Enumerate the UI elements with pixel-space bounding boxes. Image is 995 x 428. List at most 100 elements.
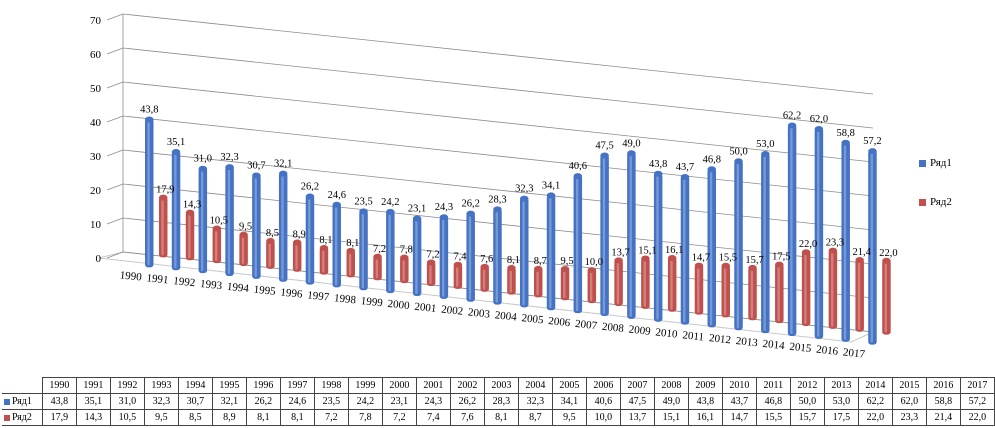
data-label: 17,9 — [156, 185, 174, 196]
side-gridline — [106, 47, 124, 55]
data-table-cell: 43,7 — [721, 393, 757, 410]
bar-Ряд2-1995 — [292, 239, 302, 272]
x-tick-label: 2009 — [628, 324, 652, 338]
data-table-cell: 32,1 — [211, 393, 247, 410]
data-label: 53,0 — [756, 139, 774, 150]
data-table-header-row: 1990 1991 1992 1993 1994 1995 1996 1997 1998 1999… — [2, 377, 995, 394]
data-label: 62,2 — [783, 111, 801, 122]
bar-Ряд2-1991 — [185, 209, 195, 261]
data-table-cell: 17,9 — [41, 409, 77, 426]
data-table-series-name: Ряд2 — [12, 412, 32, 423]
data-label: 7,2 — [427, 250, 440, 261]
data-table-cell: 24,3 — [415, 393, 451, 410]
bar-Ряд2-2000 — [426, 259, 436, 286]
y-tick-label: 20 — [90, 185, 102, 197]
data-label: 43,7 — [676, 162, 694, 173]
data-table-header-cell: 2012 — [789, 377, 825, 394]
data-table-header-cell: 2004 — [517, 377, 553, 394]
x-tick-label: 1997 — [307, 289, 331, 303]
bar-Ряд2-2002 — [480, 263, 489, 292]
x-tick-label: 2013 — [735, 335, 759, 349]
x-tick-label: 2004 — [494, 309, 518, 323]
bar-Ряд1-1990 — [145, 116, 154, 268]
data-table-cell: 7,4 — [415, 409, 451, 426]
data-table-cell: 49,0 — [653, 393, 689, 410]
data-label: 7,6 — [480, 254, 493, 265]
data-label: 28,3 — [488, 194, 506, 205]
data-label: 9,5 — [239, 222, 252, 233]
x-tick-label: 2002 — [441, 304, 464, 318]
data-label: 16,1 — [665, 245, 683, 256]
data-table-cell: 43,8 — [687, 393, 723, 410]
data-label: 8,1 — [346, 238, 359, 249]
x-tick-label: 2010 — [655, 326, 679, 340]
data-table-cell: 23,5 — [313, 393, 349, 410]
data-table: 1990 1991 1992 1993 1994 1995 1996 1997 1998 1999… — [2, 377, 995, 426]
x-tick-label: 1993 — [199, 278, 223, 292]
data-table-cell: 26,2 — [449, 393, 485, 410]
data-label: 35,1 — [167, 137, 185, 148]
side-gridline — [106, 251, 124, 259]
data-label: 7,4 — [453, 252, 467, 263]
data-label: 23,3 — [826, 238, 844, 249]
data-label: 26,2 — [301, 181, 319, 192]
bar-Ряд2-2003 — [507, 265, 516, 295]
legend-label: Ряд1 — [930, 157, 952, 169]
data-label: 10,5 — [210, 215, 228, 226]
data-label: 58,8 — [836, 128, 854, 139]
data-table-cell: 21,4 — [925, 409, 961, 426]
data-table-cell: 24,6 — [279, 393, 315, 410]
bar-Ряд1-2005 — [546, 192, 556, 311]
data-table-cell: 40,6 — [585, 393, 621, 410]
bar-Ряд2-2014 — [801, 249, 811, 326]
data-table-cell: 8,1 — [483, 409, 519, 426]
legend-label: Ряд2 — [930, 196, 952, 208]
x-tick-label: 2003 — [467, 306, 491, 320]
data-table-cell: 35,1 — [75, 393, 111, 410]
data-label: 26,2 — [461, 199, 479, 210]
gridline — [122, 13, 874, 95]
data-table-cell: 9,5 — [143, 409, 179, 426]
data-table-header-cell: 1994 — [177, 377, 213, 394]
bar-Ряд2-2012 — [748, 264, 757, 321]
bar-Ряд2-2005 — [560, 265, 570, 301]
x-tick-label: 1998 — [333, 292, 357, 306]
legend-key-swatch — [4, 398, 10, 405]
data-label: 43,8 — [649, 159, 667, 170]
bar-Ряд1-2013 — [761, 150, 770, 334]
data-table-cell: 23,1 — [381, 393, 417, 410]
bar-Ряд2-1999 — [400, 254, 409, 284]
data-table-header-cell: 2006 — [585, 377, 621, 394]
data-table-header-cell: 2001 — [415, 377, 451, 394]
y-tick-label: 0 — [96, 253, 102, 265]
data-label: 50,0 — [729, 146, 747, 157]
data-table-cell: 22,0 — [857, 409, 893, 426]
x-tick-label: 2000 — [387, 298, 411, 312]
data-table-row-header: Ряд2 — [2, 409, 43, 426]
data-table-header-cell: 2008 — [653, 377, 689, 394]
bar-Ряд2-2013 — [775, 261, 784, 324]
data-table-header-cell: 2009 — [687, 377, 723, 394]
data-table-cell: 8,1 — [245, 409, 281, 426]
bar-Ряд1-2009 — [653, 170, 663, 322]
data-label: 32,3 — [515, 184, 533, 195]
data-table-cell: 8,5 — [177, 409, 213, 426]
bar-Ряд1-1999 — [386, 208, 395, 294]
x-tick-label: 1996 — [280, 286, 304, 300]
data-table-row: Ряд1 43,8 35,1 31,0 32,3 30,7 32,1 26,2 24,6 23,5… — [2, 393, 995, 410]
data-label: 7,2 — [373, 244, 386, 255]
data-label: 14,3 — [183, 200, 201, 211]
data-table-header-cell: 2014 — [857, 377, 893, 394]
bar-Ряд1-2012 — [734, 158, 743, 331]
data-label: 8,5 — [266, 228, 279, 239]
data-table-header-cell: 2013 — [823, 377, 859, 394]
data-label: 62,0 — [810, 114, 828, 125]
data-table-cell: 57,2 — [959, 393, 995, 410]
chart: 43,8 35,1 31,0 32,3 30,7 32,1 26,2 24,6 23,5 24,2… — [90, 13, 952, 361]
data-table-header-cell: 2002 — [449, 377, 485, 394]
x-tick-label: 2001 — [414, 301, 437, 315]
side-gridline — [106, 149, 124, 157]
bar-Ряд2-2017 — [882, 257, 891, 335]
data-table-row: Ряд2 17,9 14,3 10,5 9,5 8,5 8,9 8,1 8,1 7,2 7,8 7,2… — [2, 409, 995, 426]
data-label: 31,0 — [194, 154, 212, 165]
